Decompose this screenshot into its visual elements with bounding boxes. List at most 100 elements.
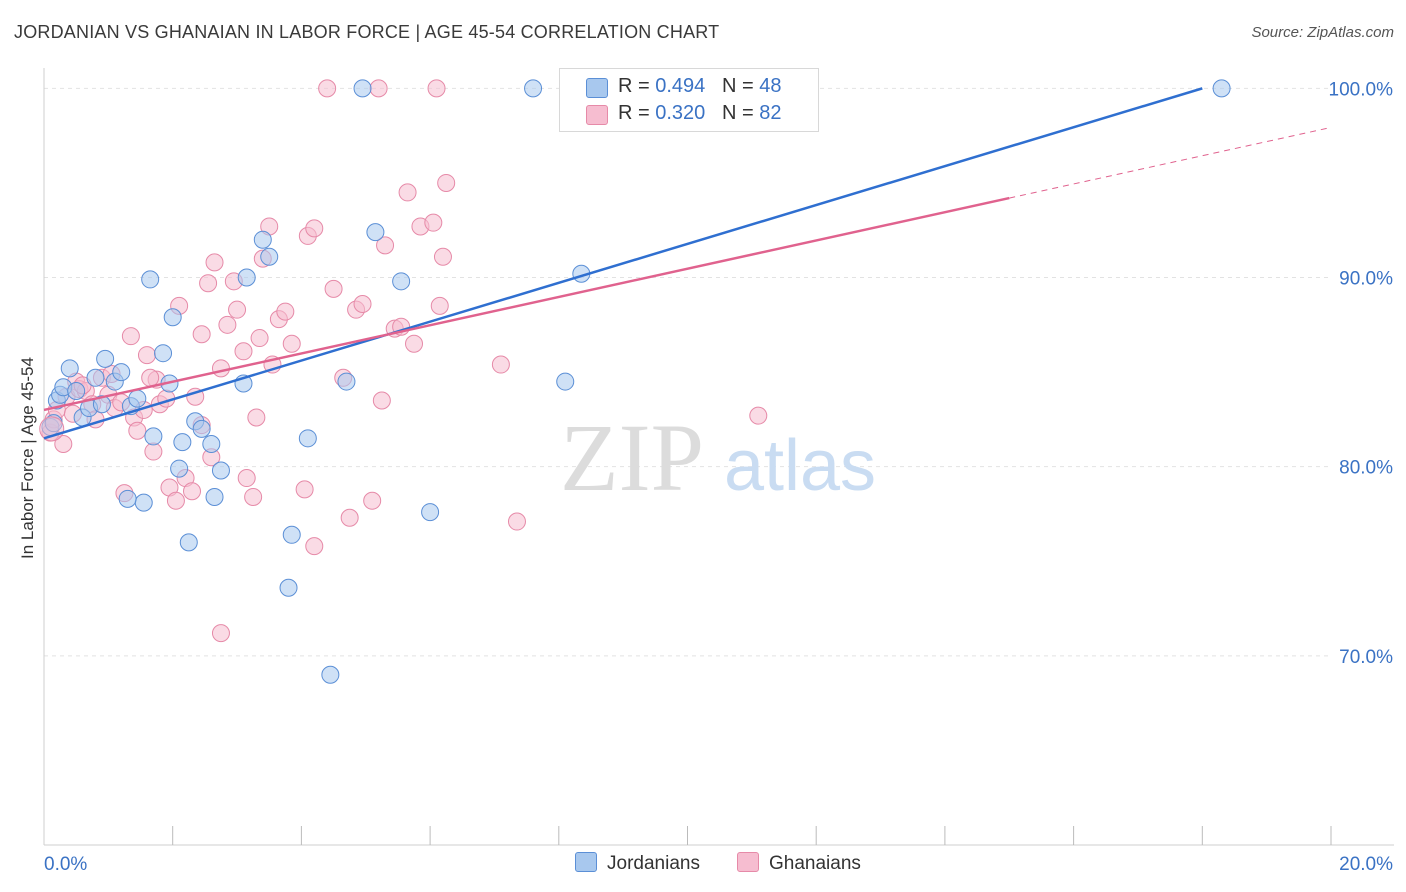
scatter-point-ghanaians — [128, 421, 147, 440]
scatter-point-ghanaians — [141, 368, 160, 387]
scatter-point-ghanaians — [211, 359, 230, 378]
legend-n-label: N = — [721, 75, 760, 97]
scatter-point-ghanaians — [211, 624, 230, 643]
scatter-point-jordanians — [392, 272, 411, 291]
bottom-legend-swatch-jordanians — [575, 852, 597, 872]
scatter-point-jordanians — [60, 359, 79, 378]
scatter-point-jordanians — [128, 389, 147, 408]
scatter-point-ghanaians — [363, 491, 382, 510]
scatter-point-ghanaians — [282, 334, 301, 353]
scatter-point-jordanians — [253, 230, 272, 249]
scatter-point-jordanians — [179, 533, 198, 552]
scatter-point-jordanians — [556, 372, 575, 391]
scatter-point-ghanaians — [437, 173, 456, 192]
scatter-point-jordanians — [92, 395, 111, 414]
scatter-point-jordanians — [353, 79, 372, 98]
trend-line-jordanians — [43, 87, 1203, 440]
scatter-point-ghanaians — [183, 482, 202, 501]
legend-swatch-jordanians — [586, 78, 608, 98]
stats-legend: R = 0.494 N = 48 R = 0.320 N = 82 — [559, 68, 819, 132]
scatter-point-jordanians — [163, 308, 182, 327]
trend-layer — [43, 87, 1332, 440]
scatter-point-ghanaians — [237, 469, 256, 488]
scatter-point-jordanians — [337, 372, 356, 391]
scatter-point-jordanians — [86, 368, 105, 387]
scatter-point-jordanians — [421, 503, 440, 522]
scatter-point-ghanaians — [199, 274, 218, 293]
x-tick-label: 20.0% — [1339, 854, 1393, 875]
scatter-point-jordanians — [205, 487, 224, 506]
scatter-point-ghanaians — [324, 279, 343, 298]
scatter-point-jordanians — [134, 493, 153, 512]
legend-r-value-jordanians: 0.494 — [655, 75, 706, 97]
scatter-point-jordanians — [279, 578, 298, 597]
scatter-point-jordanians — [96, 349, 115, 368]
watermark: ZIP atlas — [560, 404, 876, 511]
scatter-point-ghanaians — [137, 346, 156, 365]
scatter-point-jordanians — [211, 461, 230, 480]
y-axis-label: In Labor Force | Age 45-54 — [18, 357, 37, 559]
scatter-point-ghanaians — [228, 300, 247, 319]
scatter-point-jordanians — [202, 434, 221, 453]
scatter-point-jordanians — [282, 525, 301, 544]
scatter-point-ghanaians — [427, 79, 446, 98]
scatter-point-ghanaians — [305, 537, 324, 556]
bottom-legend-swatch-ghanaians — [737, 852, 759, 872]
bottom-legend-ghanaians: Ghanaians — [737, 852, 861, 875]
scatter-point-ghanaians — [295, 480, 314, 499]
scatter-point-ghanaians — [144, 442, 163, 461]
scatter-point-jordanians — [192, 419, 211, 438]
trend-line-ghanaians — [43, 196, 1010, 412]
scatter-point-ghanaians — [54, 434, 73, 453]
legend-r-label: R = — [618, 75, 656, 97]
scatter-point-ghanaians — [372, 391, 391, 410]
scatter-point-jordanians — [298, 429, 317, 448]
scatter-point-ghanaians — [369, 79, 388, 98]
legend-n-value-ghanaians: 82 — [759, 102, 782, 124]
scatter-point-ghanaians — [430, 296, 449, 315]
points-layer — [39, 79, 1231, 684]
source-label: Source: ZipAtlas.com — [1251, 24, 1394, 41]
scatter-point-ghanaians — [276, 302, 295, 321]
trend-line-extension-ghanaians — [1009, 126, 1332, 199]
scatter-point-jordanians — [260, 247, 279, 266]
scatter-point-jordanians — [366, 223, 385, 242]
scatter-point-ghanaians — [398, 183, 417, 202]
scatter-point-ghanaians — [491, 355, 510, 374]
chart-title: JORDANIAN VS GHANAIAN IN LABOR FORCE | A… — [14, 22, 720, 42]
legend-n-value-jordanians: 48 — [759, 75, 782, 97]
scatter-point-ghanaians — [192, 325, 211, 344]
scatter-point-ghanaians — [424, 213, 443, 232]
scatter-point-ghanaians — [507, 512, 526, 531]
scatter-point-ghanaians — [247, 408, 266, 427]
scatter-point-ghanaians — [353, 295, 372, 314]
grid-layer — [44, 87, 1331, 657]
y-tick-label: 70.0% — [1339, 647, 1393, 668]
scatter-point-jordanians — [112, 363, 131, 382]
scatter-point-ghanaians — [318, 79, 337, 98]
bottom-legend-jordanians: Jordanians — [575, 852, 700, 875]
scatter-point-ghanaians — [376, 236, 395, 255]
scatter-point-jordanians — [524, 79, 543, 98]
tick-label-layer: 100.0% 90.0% 80.0% 70.0% 0.0% 20.0% — [44, 79, 1393, 875]
legend-r-label: R = — [618, 102, 656, 124]
scatter-point-ghanaians — [749, 406, 768, 425]
scatter-point-jordanians — [141, 270, 160, 289]
scatter-point-ghanaians — [218, 315, 237, 334]
scatter-point-jordanians — [1212, 79, 1231, 98]
watermark-zip: ZIP — [560, 404, 704, 511]
scatter-point-ghanaians — [340, 508, 359, 527]
y-tick-label: 100.0% — [1329, 79, 1394, 100]
scatter-point-ghanaians — [166, 491, 185, 510]
scatter-point-jordanians — [144, 427, 163, 446]
scatter-point-ghanaians — [244, 487, 263, 506]
scatter-point-jordanians — [67, 382, 86, 401]
scatter-point-ghanaians — [305, 219, 324, 238]
scatter-point-ghanaians — [433, 247, 452, 266]
axis-layer — [43, 68, 1394, 846]
scatter-point-ghanaians — [121, 327, 140, 346]
scatter-point-ghanaians — [405, 334, 424, 353]
scatter-point-ghanaians — [234, 342, 253, 361]
legend-n-label: N = — [721, 102, 760, 124]
